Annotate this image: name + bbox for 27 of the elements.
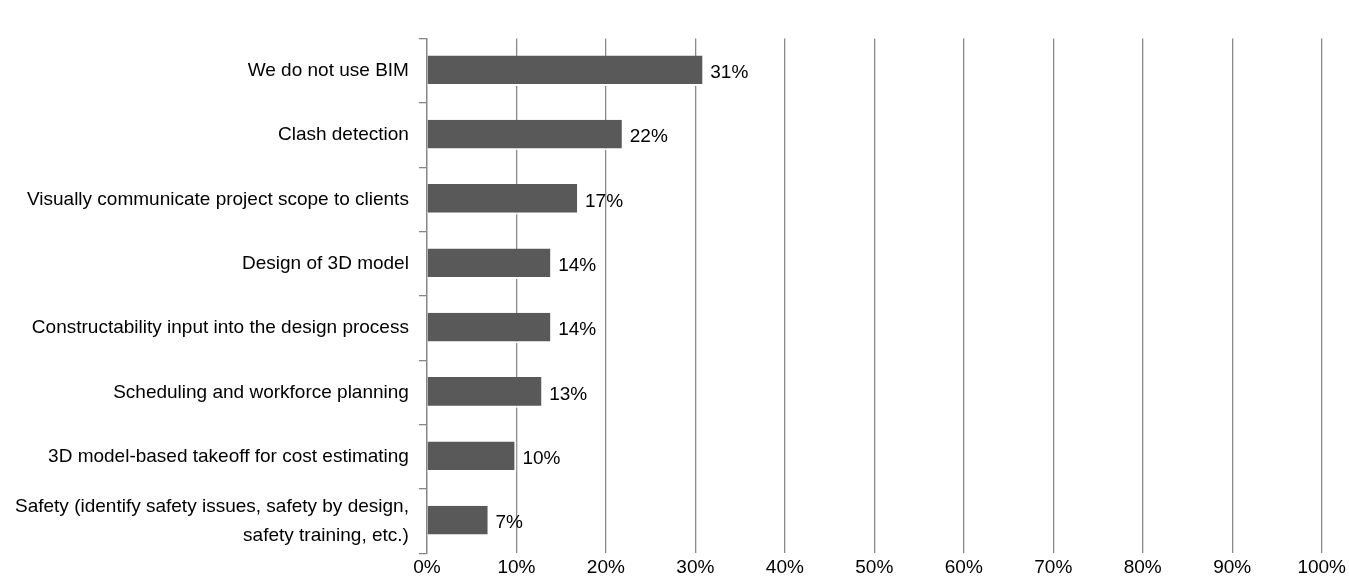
x-tick-label: 70% xyxy=(1034,555,1073,577)
data-label: 17% xyxy=(585,189,624,211)
data-label: 14% xyxy=(558,253,597,275)
x-tick-label: 60% xyxy=(944,555,983,577)
data-label: 13% xyxy=(549,382,588,404)
data-label: 7% xyxy=(495,511,524,533)
y-tick-label: 3D model-based takeoff for cost estimating xyxy=(48,444,409,466)
x-tick-label: 30% xyxy=(676,555,715,577)
x-tick-label: 80% xyxy=(1123,555,1162,577)
y-tick-label: Visually communicate project scope to clients xyxy=(26,187,409,209)
y-tick-label: Constructability input into the design process xyxy=(31,316,409,338)
y-tick-label: Clash detection xyxy=(277,123,409,145)
y-tick-label: Safety (identify safety issues, safety by design, safety training, etc.) xyxy=(14,495,409,545)
x-tick-label: 10% xyxy=(497,555,536,577)
x-tick-label: 100% xyxy=(1297,555,1347,577)
y-tick-label: Scheduling and workforce planning xyxy=(113,380,409,402)
x-tick-label: 90% xyxy=(1213,555,1252,577)
data-label: 22% xyxy=(629,125,668,147)
x-tick-label: 20% xyxy=(586,555,625,577)
y-tick-label: We do not use BIM xyxy=(247,58,409,80)
x-tick-label: 40% xyxy=(765,555,804,577)
x-tick-label: 50% xyxy=(855,555,894,577)
data-label: 31% xyxy=(710,60,749,82)
x-tick-label: 0% xyxy=(413,555,441,577)
data-label: 10% xyxy=(522,446,561,468)
y-tick-label: Design of 3D model xyxy=(242,251,409,273)
data-label: 14% xyxy=(558,318,597,340)
